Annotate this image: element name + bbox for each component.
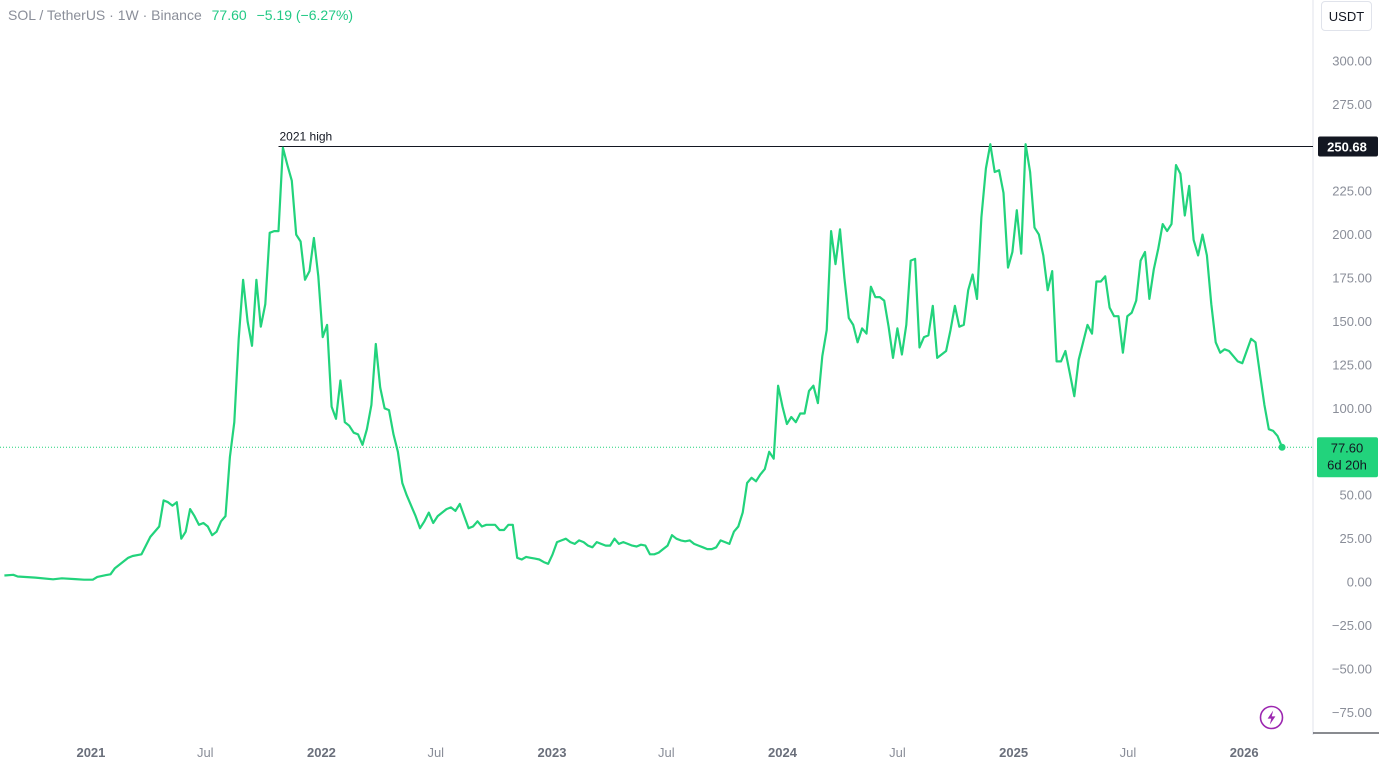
high-price-tag-text: 250.68 (1327, 140, 1367, 155)
last-price-tag: 77.60 6d 20h (1317, 437, 1378, 478)
x-tick-label: Jul (889, 745, 906, 760)
x-axis[interactable]: 2021 Jul 2022 Jul 2023 Jul 2024 Jul 2025 Jul 2026 (76, 745, 1258, 760)
currency-button[interactable]: USDT (1321, 1, 1372, 31)
y-tick-label: 100.00 (1332, 401, 1372, 416)
symbol-header[interactable]: SOL / TetherUS · 1W · Binance 77.60 −5.1… (8, 7, 353, 23)
symbol-info: SOL / TetherUS · 1W · Binance (8, 7, 202, 23)
y-tick-label: 200.00 (1332, 227, 1372, 242)
y-tick-label: 275.00 (1332, 97, 1372, 112)
lightning-bolt-icon[interactable] (1259, 705, 1284, 730)
high-line-label: 2021 high (280, 130, 333, 144)
price-change: −5.19 (−6.27%) (256, 7, 354, 23)
x-tick-label: Jul (1120, 745, 1137, 760)
y-tick-label: 175.00 (1332, 271, 1372, 286)
x-tick-label: Jul (197, 745, 214, 760)
last-price-tag-value: 77.60 (1331, 440, 1364, 455)
y-tick-label: 25.00 (1339, 531, 1372, 546)
y-tick-label: 125.00 (1332, 357, 1372, 372)
high-price-tag-bg (1318, 136, 1378, 157)
overlay: 250.68 77.60 6d 20h (1317, 136, 1378, 478)
high-price-tag: 250.68 (1318, 136, 1378, 157)
x-tick-label: 2026 (1230, 745, 1259, 760)
y-tick-label: −25.00 (1332, 618, 1372, 633)
x-tick-label: 2022 (307, 745, 336, 760)
x-tick-label: Jul (658, 745, 675, 760)
last-price-dot (1278, 443, 1286, 451)
y-tick-label: 225.00 (1332, 184, 1372, 199)
x-tick-label: 2025 (999, 745, 1028, 760)
y-tick-label: 300.00 (1332, 53, 1372, 68)
y-tick-label: −75.00 (1332, 705, 1372, 720)
last-price-tag-bg (1317, 437, 1378, 478)
plot-area[interactable]: 2021 high (0, 130, 1313, 581)
y-axis[interactable]: 325.00300.00275.00250.00225.00200.00175.… (1312, 0, 1379, 735)
bar-countdown: 6d 20h (1327, 457, 1367, 472)
x-tick-label: 2023 (538, 745, 567, 760)
y-tick-label: 0.00 (1347, 575, 1372, 590)
x-tick-label: 2024 (768, 745, 798, 760)
y-tick-label: 150.00 (1332, 314, 1372, 329)
x-tick-label: 2021 (76, 745, 105, 760)
x-tick-label: Jul (427, 745, 444, 760)
price-line[interactable] (4, 143, 1284, 581)
last-price: 77.60 (211, 7, 247, 23)
y-tick-label: 50.00 (1339, 488, 1372, 503)
y-tick-label: −50.00 (1332, 661, 1372, 676)
